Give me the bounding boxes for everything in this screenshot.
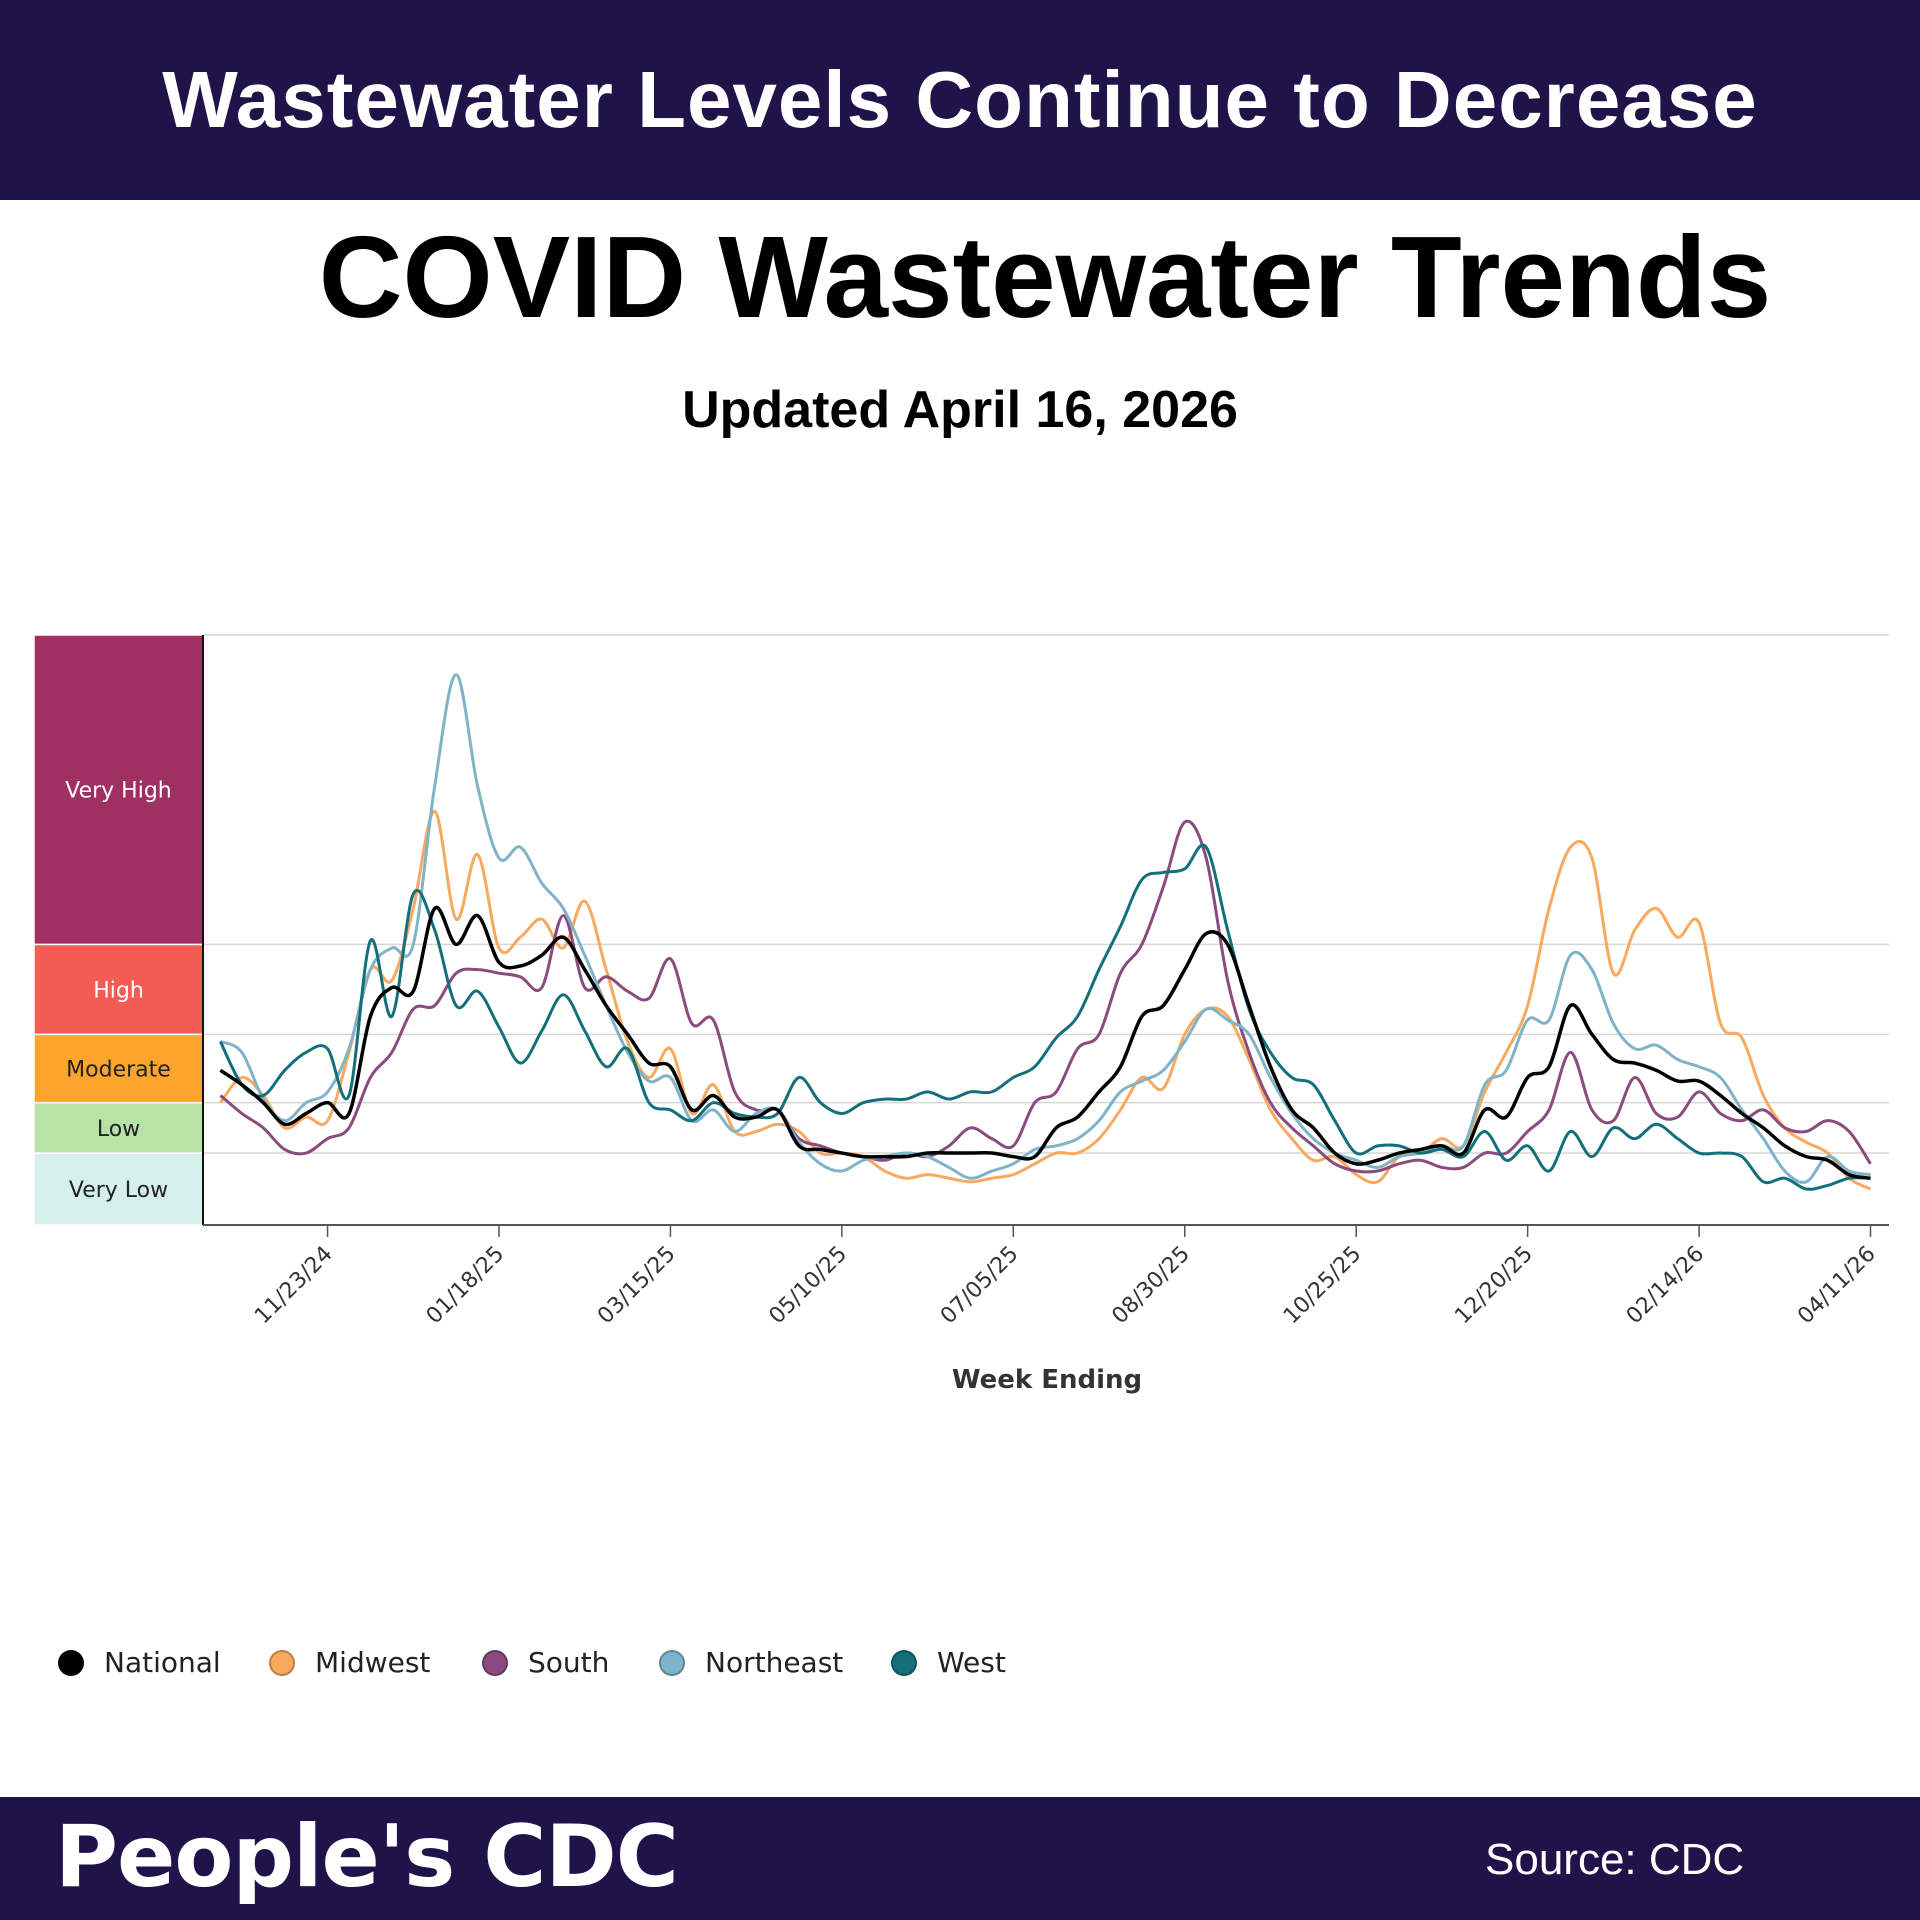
legend-marker (482, 1649, 508, 1676)
header-banner: Wastewater Levels Continue to Decrease (0, 0, 1920, 200)
x-tick-label: 10/25/25 (1279, 1242, 1367, 1330)
level-label-high: High (93, 978, 144, 1003)
legend-marker (269, 1649, 295, 1676)
legend-marker (891, 1649, 917, 1676)
x-tick-label: 08/30/25 (1107, 1242, 1195, 1330)
chart-subtitle: Updated April 16, 2026 (682, 381, 1238, 439)
legend-label: Northeast (705, 1646, 844, 1679)
level-label-moderate: Moderate (66, 1058, 171, 1083)
chart-title: COVID Wastewater Trends (318, 212, 1772, 342)
legend-item-west: West (891, 1646, 1006, 1679)
x-tick-label: 02/14/26 (1622, 1242, 1710, 1330)
level-label-very-high: Very High (65, 779, 172, 804)
level-band-low (33, 1101, 204, 1154)
level-band-very-high (33, 634, 204, 946)
legend-label: South (528, 1646, 610, 1679)
legend-marker (58, 1649, 84, 1676)
level-band-moderate (33, 1033, 204, 1104)
legend-item-national: National (58, 1646, 221, 1679)
series-line-midwest (219, 809, 1872, 1191)
legend-item-south: South (482, 1646, 609, 1679)
legend-item-northeast: Northeast (659, 1646, 843, 1679)
x-tick-label: 04/11/26 (1793, 1242, 1881, 1330)
legend-item-midwest: Midwest (269, 1646, 430, 1679)
source-credit: Source: CDC (1485, 1835, 1745, 1884)
x-tick-label: 05/10/25 (765, 1242, 853, 1330)
legend-marker (659, 1649, 685, 1676)
banner-text: Wastewater Levels Continue to Decrease (162, 55, 1758, 144)
legend-label: Midwest (315, 1646, 431, 1679)
brand-logo: People's CDC (55, 1807, 679, 1907)
x-tick-label: 12/20/25 (1450, 1242, 1538, 1330)
series-line-national (219, 905, 1871, 1180)
x-tick-label: 03/15/25 (593, 1242, 681, 1330)
legend-label: West (937, 1646, 1006, 1679)
x-tick-label: 07/05/25 (936, 1242, 1024, 1330)
series-line-south (219, 819, 1872, 1174)
x-axis-label: Week Ending (952, 1365, 1142, 1395)
level-label-very-low: Very Low (69, 1178, 168, 1203)
series-line-northeast (219, 673, 1871, 1184)
x-tick-label: 01/18/25 (422, 1242, 510, 1330)
level-band-high (33, 943, 204, 1036)
legend-label: National (104, 1646, 221, 1679)
level-band-very-low (33, 1152, 204, 1226)
line-chart: Very Low Low Moderate High Very High 11/23/24… (33, 634, 1889, 1395)
series-line-west (219, 843, 1871, 1191)
legend: National Midwest South Northeast West (0, 1646, 1920, 1694)
level-label-low: Low (97, 1117, 140, 1142)
footer: People's CDC Source: CDC (0, 1797, 1920, 1920)
x-tick-label: 11/23/24 (250, 1242, 338, 1330)
